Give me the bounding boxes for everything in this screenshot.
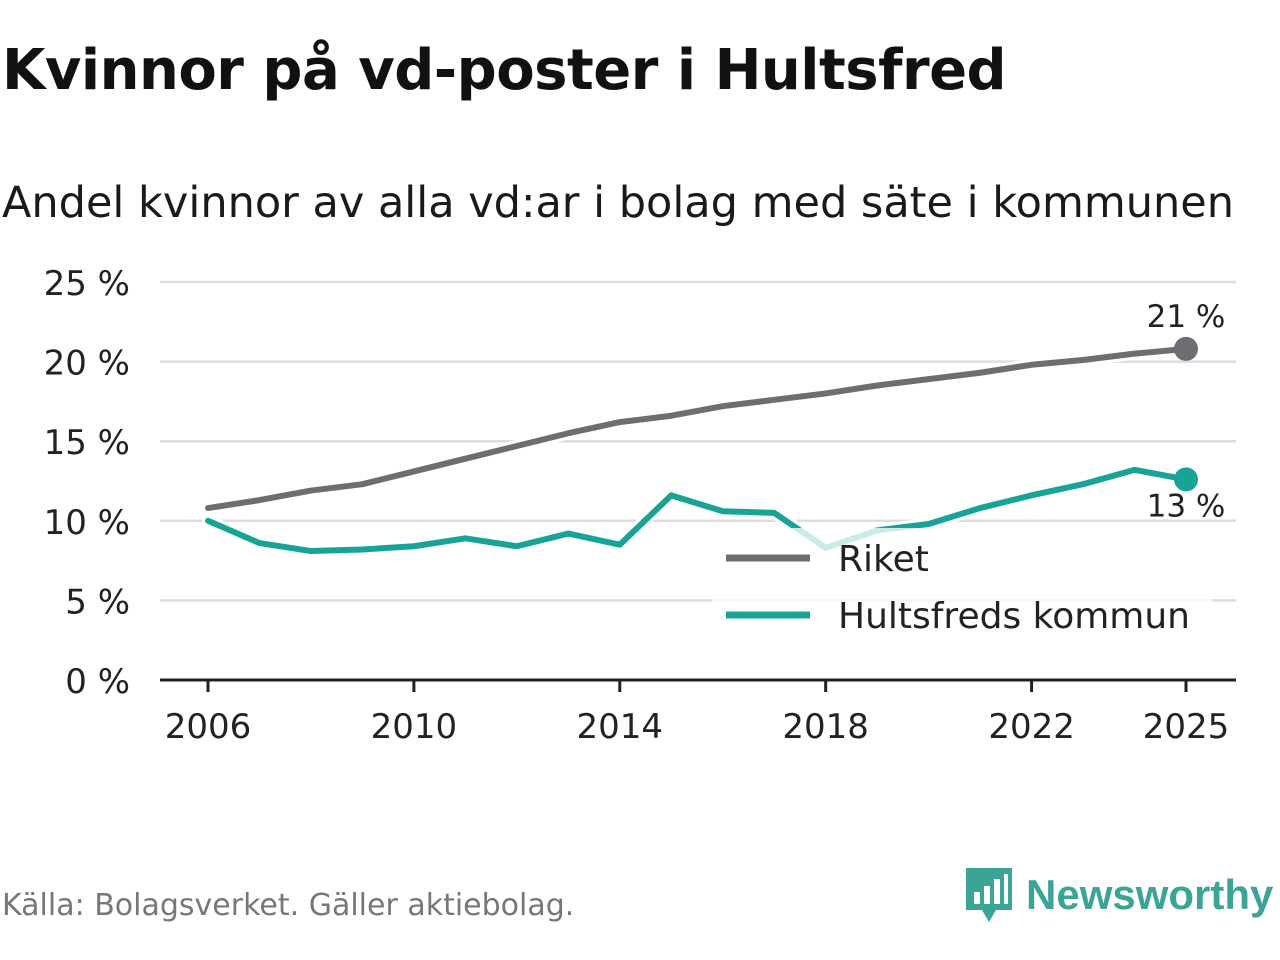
end-marker-hultsfred	[1174, 467, 1198, 492]
end-label-hultsfred: 13 %	[1147, 488, 1226, 524]
y-tick-label-5: 5 %	[65, 582, 130, 622]
series-line-riket	[205, 345, 1189, 512]
y-tick-label-15: 15 %	[44, 423, 130, 463]
end-label-riket: 21 %	[1147, 299, 1226, 335]
legend-label-riket: Riket	[838, 539, 929, 580]
x-tick-label-2006: 2006	[165, 707, 252, 747]
x-tick-label-2022: 2022	[988, 707, 1075, 747]
source-note: Källa: Bolagsverket. Gäller aktiebolag.	[2, 888, 575, 923]
line-chart: 0 % 5 % 10 % 15 % 20 % 25 % 2006 2010 2014 2018 20…	[44, 264, 1236, 747]
newsworthy-logo: Newsworthy	[964, 866, 1273, 924]
brand-name: Newsworthy	[1026, 871, 1274, 918]
x-tick-label-2010: 2010	[371, 707, 458, 747]
end-marker-riket	[1174, 336, 1198, 361]
y-tick-label-0: 0 %	[65, 662, 130, 702]
x-tick-label-2018: 2018	[782, 707, 869, 747]
legend-box	[712, 528, 1212, 652]
chart-title: Kvinnor på vd-poster i Hultsfred	[2, 38, 1007, 103]
y-tick-label-25: 25 %	[44, 264, 130, 304]
series-line-hultsfred	[205, 466, 1189, 555]
y-tick-label-10: 10 %	[44, 503, 130, 543]
legend-label-hultsfred: Hultsfreds kommun	[838, 596, 1190, 637]
chart-subtitle: Andel kvinnor av alla vd:ar i bolag med …	[2, 178, 1234, 228]
newsworthy-logo-icon	[966, 868, 1012, 922]
x-tick-label-2014: 2014	[577, 707, 664, 747]
y-tick-label-20: 20 %	[44, 344, 130, 384]
x-tick-label-2025: 2025	[1143, 707, 1230, 747]
